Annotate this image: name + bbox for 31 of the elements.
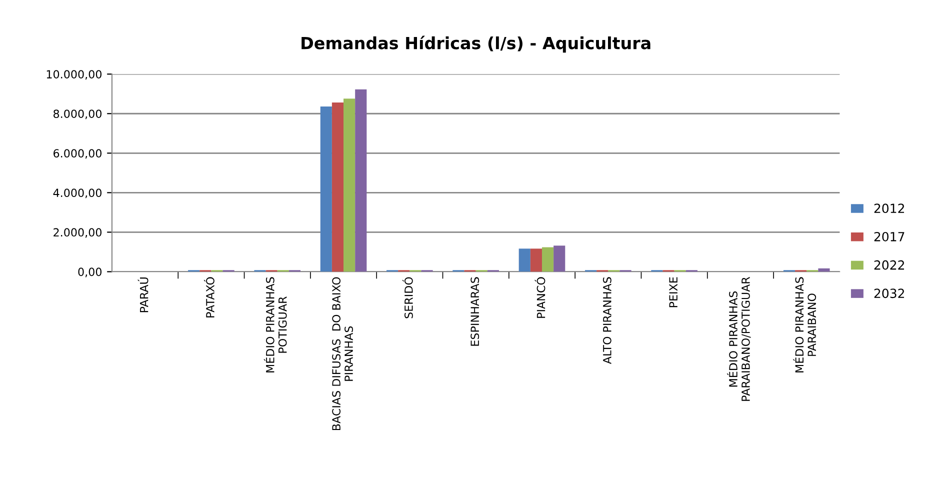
y-tick-label: 6.000,00 (54, 149, 102, 159)
y-tick-label: 8.000,00 (54, 110, 102, 120)
x-tick-label: BACIAS DIFUSAS DO BAIXO PIRANHAS (332, 277, 353, 430)
legend-label: 2032 (874, 288, 904, 298)
bar (320, 106, 332, 272)
x-tick-label: PEIXE (669, 277, 678, 308)
y-tick-label: 0,00 (78, 268, 102, 278)
x-tick-label: MÉDIO PIRANHAS POTIGUAR (264, 277, 287, 372)
bar (554, 246, 566, 272)
legend-label: 2022 (874, 260, 904, 270)
bar (542, 247, 554, 272)
bar (332, 102, 344, 272)
x-tick-label: PIANCÓ (534, 277, 546, 318)
chart-title: Demandas Hídricas (l/s) - Aquicultura (302, 36, 650, 53)
bar (818, 268, 830, 272)
x-tick-label: MÉDIO PIRANHAS PARAIBANO/POTIGUAR (727, 276, 751, 401)
y-tick-label: 2.000,00 (54, 228, 102, 238)
legend-label: 2012 (874, 204, 904, 214)
bar (518, 248, 530, 272)
x-tick-label: PARAÚ (138, 278, 148, 312)
x-tick-label: SERIDÓ (402, 277, 413, 318)
bar (355, 89, 367, 272)
x-tick-label: ALTO PIRANHAS (602, 277, 612, 364)
y-tick-label: 4.000,00 (53, 188, 102, 198)
x-tick-label: MÉDIO PIRANHAS PARAIBANO (793, 277, 816, 372)
y-tick-label: 10.000,00 (46, 70, 102, 80)
x-tick-label: PATAXÓ (204, 277, 214, 318)
x-tick-label: ESPINHARAS (470, 277, 480, 346)
bar (530, 248, 542, 272)
bar (344, 98, 356, 272)
legend-label: 2017 (874, 232, 904, 242)
